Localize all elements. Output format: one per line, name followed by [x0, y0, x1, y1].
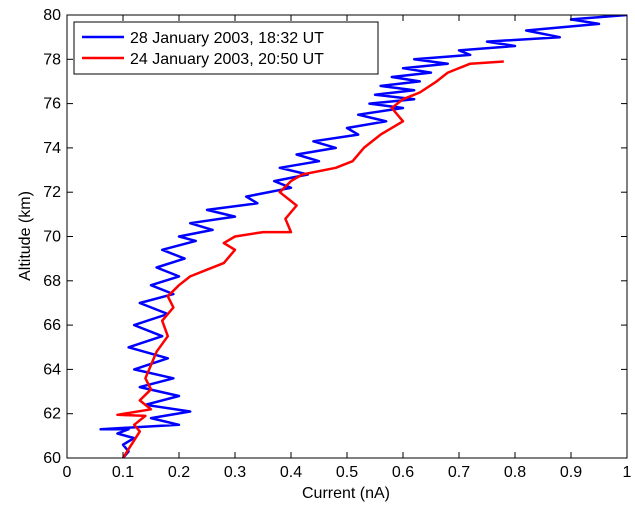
- y-tick-label: 80: [43, 7, 61, 24]
- x-tick-label: 0: [63, 464, 72, 481]
- series-line-2: [116, 60, 504, 458]
- y-tick-label: 64: [43, 361, 61, 378]
- series-layer: [99, 15, 627, 458]
- legend-box: [73, 21, 379, 75]
- plot-area: [67, 15, 627, 458]
- x-tick-label: 0.2: [168, 464, 190, 481]
- x-tick-label: 0.4: [280, 464, 302, 481]
- y-tick-label: 74: [43, 140, 61, 157]
- y-tick-label: 66: [43, 317, 61, 334]
- y-axis-label: Altitude (km): [17, 191, 34, 281]
- x-tick-label: 0.1: [112, 464, 134, 481]
- x-tick-label: 0.5: [336, 464, 358, 481]
- y-axis-ticks: 60 62 64 66 68 70 72 74 76 78 80: [43, 7, 627, 467]
- x-axis-label: Current (nA): [302, 485, 390, 502]
- legend-label-1: 28 January 2003, 18:32 UT: [130, 30, 324, 47]
- axes-box: [66, 14, 628, 459]
- y-tick-label: 78: [43, 51, 61, 68]
- x-axis-ticks: 0 0.1 0.2 0.3 0.4 0.5 0.6 0.7 0.8 0.9 1: [63, 15, 632, 481]
- x-tick-label: 0.6: [392, 464, 414, 481]
- legend-label-2: 24 January 2003, 20:50 UT: [130, 51, 324, 68]
- y-tick-label: 62: [43, 406, 61, 423]
- series-line-1: [99, 15, 627, 458]
- x-tick-label: 0.3: [224, 464, 246, 481]
- y-tick-label: 70: [43, 229, 61, 246]
- y-tick-label: 68: [43, 273, 61, 290]
- x-tick-label: 0.7: [448, 464, 470, 481]
- x-tick-label: 1: [623, 464, 632, 481]
- x-tick-label: 0.8: [504, 464, 526, 481]
- legend: 28 January 2003, 18:32 UT 24 January 2003…: [73, 21, 379, 75]
- x-tick-label: 0.9: [560, 464, 582, 481]
- y-tick-label: 72: [43, 184, 61, 201]
- y-tick-label: 60: [43, 450, 61, 467]
- y-tick-label: 76: [43, 96, 61, 113]
